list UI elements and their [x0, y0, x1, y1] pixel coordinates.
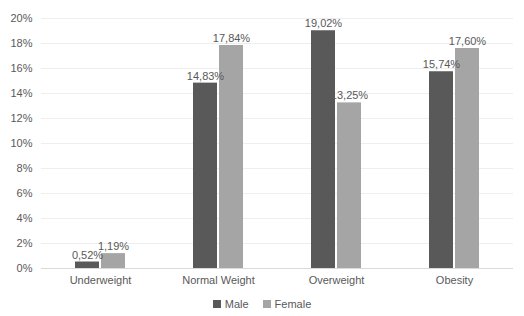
- svg-text:12%: 12%: [10, 112, 32, 124]
- svg-text:14,83%: 14,83%: [187, 70, 225, 82]
- svg-text:19,02%: 19,02%: [305, 17, 343, 29]
- svg-text:Underweight: Underweight: [70, 274, 132, 286]
- svg-text:0,52%: 0,52%: [71, 248, 104, 261]
- svg-text:8%: 8%: [17, 162, 33, 174]
- svg-text:Obesity: Obesity: [436, 274, 474, 286]
- svg-text:Overweight: Overweight: [309, 274, 365, 286]
- svg-text:4%: 4%: [17, 212, 33, 224]
- svg-text:17,60%: 17,60%: [449, 35, 487, 47]
- svg-text:20%: 20%: [10, 12, 32, 24]
- svg-text:0%: 0%: [17, 262, 33, 274]
- svg-text:15,74%: 15,74%: [423, 58, 461, 70]
- svg-text:18%: 18%: [10, 37, 32, 49]
- svg-text:6%: 6%: [17, 187, 33, 199]
- svg-text:16%: 16%: [10, 62, 32, 74]
- svg-text:17,84%: 17,84%: [213, 32, 251, 44]
- svg-text:14%: 14%: [10, 87, 32, 99]
- svg-text:10%: 10%: [10, 137, 32, 149]
- html-text:Female: Female: [274, 298, 312, 310]
- svg-text:1,19%: 1,19%: [98, 240, 129, 252]
- svg-text:13,25%: 13,25%: [331, 89, 369, 101]
- html-text:Male: Male: [224, 298, 249, 310]
- svg-text:2%: 2%: [17, 237, 33, 249]
- svg-text:Normal Weight: Normal Weight: [182, 274, 255, 286]
